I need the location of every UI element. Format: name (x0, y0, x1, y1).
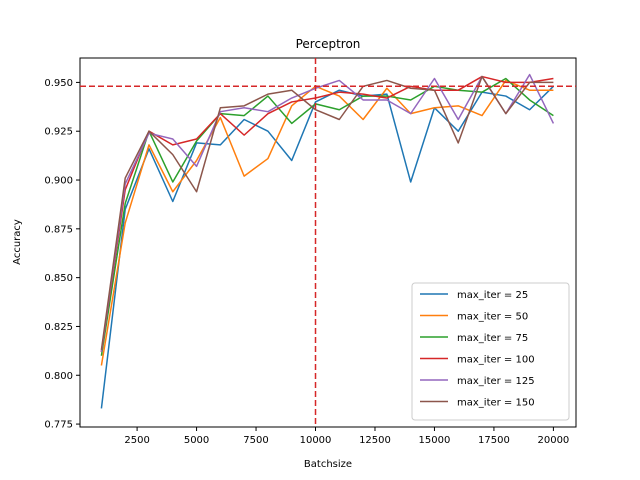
plot-frame (79, 57, 577, 428)
y-tick-label: 0.825 (44, 322, 73, 333)
series-line-3 (100, 77, 554, 356)
x-tick-label: 10000 (300, 435, 332, 446)
series-line-2 (100, 79, 554, 366)
x-tick-label: 17500 (478, 435, 510, 446)
x-axis-label: Batchsize (304, 459, 352, 470)
legend-label: max_iter = 100 (457, 355, 535, 366)
x-tick-label: 12500 (359, 435, 391, 446)
y-tick-label: 0.900 (44, 176, 73, 187)
x-tick-label: 20000 (537, 435, 569, 446)
y-tick-label: 0.950 (44, 78, 73, 89)
y-axis-ticks: 0.775 0.800 0.825 0.850 0.875 0.900 0.925 0.950 (44, 78, 80, 431)
series-line-5 (100, 73, 555, 352)
x-tick-label: 15000 (419, 435, 451, 446)
y-tick-label: 0.875 (44, 224, 73, 235)
y-axis-label: Accuracy (12, 219, 23, 265)
x-tick-label: 5000 (184, 435, 209, 446)
series-line-6 (100, 75, 554, 350)
legend-label: max_iter = 50 (457, 312, 528, 323)
x-tick-label: 2500 (124, 435, 149, 446)
legend-box (411, 282, 570, 421)
y-tick-label: 0.800 (44, 371, 73, 382)
series-lines (100, 73, 555, 409)
x-tick-label: 7500 (243, 435, 268, 446)
series-line-1 (100, 85, 554, 409)
y-tick-label: 0.925 (44, 127, 73, 138)
legend: max_iter = 25 max_iter = 50 max_iter = 75 m… (411, 282, 570, 421)
legend-label: max_iter = 75 (457, 333, 528, 344)
legend-label: max_iter = 25 (457, 290, 528, 301)
legend-label: max_iter = 125 (457, 376, 535, 387)
legend-label: max_iter = 150 (457, 398, 535, 409)
x-axis-ticks: 2500 5000 7500 10000 12500 15000 17500 20000 (124, 427, 569, 446)
reference-lines (80, 58, 576, 427)
y-tick-label: 0.775 (44, 420, 73, 431)
y-tick-label: 0.850 (44, 273, 73, 284)
chart-title: Perceptron (296, 37, 361, 51)
